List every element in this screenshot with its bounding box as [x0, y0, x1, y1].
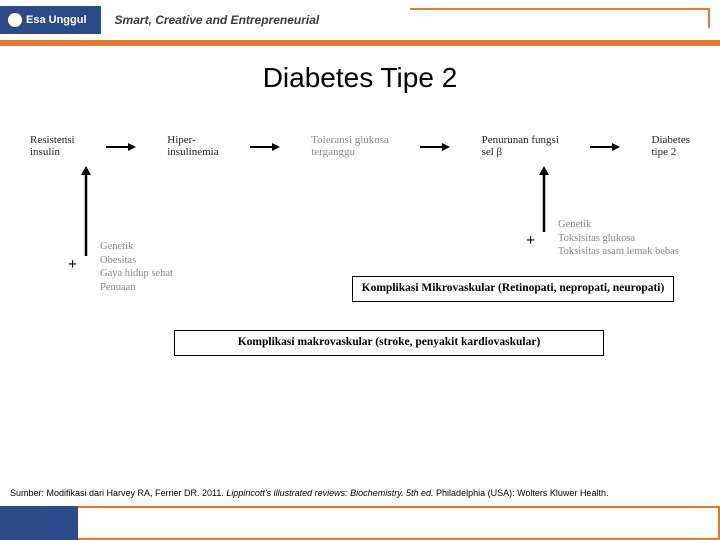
plus-left: + [68, 256, 77, 274]
flow-row: Resistensiinsulin Hiper-insulinemia Tolera… [30, 134, 690, 158]
citation: Sumber: Modifikasi dari Harvey RA, Ferri… [10, 488, 608, 498]
flow-node-n5: Diabetestipe 2 [652, 134, 690, 158]
factor-box-left: GenetikObesitasGaya hidup sehatPenuaan [100, 240, 173, 295]
diagram-area: Resistensiinsulin Hiper-insulinemia Tolera… [20, 124, 700, 424]
logo-block: Esa Unggul [0, 6, 101, 34]
header-accent-border [410, 8, 710, 28]
header-bar: Esa Unggul Smart, Creative and Entrepren… [0, 0, 720, 40]
up-arrow-right [538, 166, 550, 232]
factor-box-right: GenetikToksisitas glukosaToksisitas asam… [558, 218, 679, 259]
tagline: Smart, Creative and Entrepreneurial [115, 13, 320, 27]
footer-blue-block [0, 506, 78, 540]
complication-micro-box: Komplikasi Mikrovaskular (Retinopati, ne… [352, 276, 674, 302]
flow-arrow-icon [590, 142, 620, 150]
logo-star-icon [8, 13, 22, 27]
flow-arrow-icon [420, 142, 450, 150]
header-orange-bar [0, 40, 720, 46]
flow-arrow-icon [250, 142, 280, 150]
citation-prefix: Sumber: Modifikasi dari Harvey RA, Ferri… [10, 488, 226, 498]
flow-node-n2: Hiper-insulinemia [167, 134, 218, 158]
flow-arrow-icon [106, 142, 136, 150]
flow-node-n3: Toleransi glukosaterganggu [311, 134, 389, 158]
up-arrow-left [80, 166, 92, 256]
logo-text: Esa Unggul [26, 14, 87, 26]
plus-right: + [526, 232, 535, 250]
footer [0, 506, 720, 540]
citation-suffix: Philadelphia (USA): Wolters Kluwer Healt… [434, 488, 609, 498]
flow-node-n4: Penurunan fungsisel β [482, 134, 559, 158]
footer-outline [78, 506, 720, 540]
complication-macro-box: Komplikasi makrovaskular (stroke, penyak… [174, 330, 604, 356]
page-title: Diabetes Tipe 2 [0, 62, 720, 94]
flow-node-n1: Resistensiinsulin [30, 134, 75, 158]
citation-italic: Lippincott's illustrated reviews: Bioche… [226, 488, 433, 498]
